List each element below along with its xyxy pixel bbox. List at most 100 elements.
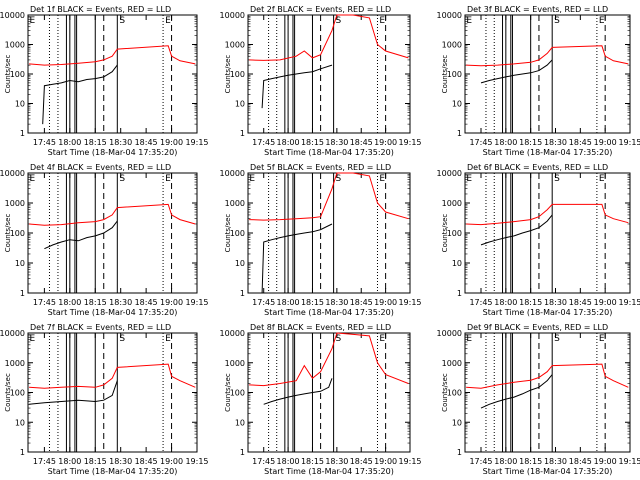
top-marker: S — [554, 16, 560, 26]
top-marker: S — [335, 16, 341, 26]
y-tick-label: 1 — [457, 289, 462, 298]
y-tick-label: 10000 — [437, 169, 462, 178]
y-tick-label: 100 — [230, 70, 245, 79]
y-axis-title: Counts/sec — [441, 55, 449, 94]
x-tick-label: 17:45 — [252, 457, 275, 466]
y-tick-label: 10000 — [220, 11, 245, 20]
x-tick-label: 18:45 — [350, 138, 373, 147]
x-tick-label: 18:30 — [544, 457, 567, 466]
x-tick-label: 18:30 — [109, 457, 132, 466]
events-series-line — [261, 223, 333, 294]
top-marker: S — [119, 334, 125, 344]
y-tick-label: 1000 — [442, 41, 462, 50]
y-axis-title: Counts/sec — [224, 373, 232, 412]
x-tick-label: 19:00 — [160, 138, 183, 147]
top-marker: E — [599, 174, 605, 184]
y-tick-label: 10000 — [0, 169, 25, 178]
top-marker: E — [30, 334, 36, 344]
lld-series-line — [249, 172, 409, 221]
y-tick-label: 1000 — [5, 199, 25, 208]
x-axis-title: Start Time (18-Mar-04 17:35:20) — [264, 308, 394, 317]
panel-det-6f: Det 6f BLACK = Events, RED = LLD E S E 1 10 10… — [437, 163, 640, 317]
x-tick-label: 18:00 — [494, 298, 517, 307]
top-marker: S — [554, 334, 560, 344]
y-tick-label: 10 — [452, 418, 462, 427]
y-tick-label: 1000 — [5, 41, 25, 50]
top-marker: E — [599, 16, 605, 26]
y-tick-label: 10000 — [220, 169, 245, 178]
top-marker: S — [554, 174, 560, 184]
x-tick-label: 19:15 — [398, 138, 421, 147]
top-marker: E — [30, 16, 36, 26]
y-axis-title: Counts/sec — [4, 55, 12, 94]
y-tick-label: 1000 — [225, 359, 245, 368]
x-axis-title: Start Time (18-Mar-04 17:35:20) — [264, 148, 394, 157]
top-marker: E — [466, 16, 472, 26]
x-tick-label: 18:15 — [519, 138, 542, 147]
x-tick-label: 18:30 — [544, 138, 567, 147]
x-tick-label: 19:00 — [374, 298, 397, 307]
y-tick-label: 10 — [235, 259, 245, 268]
x-tick-label: 18:15 — [519, 457, 542, 466]
x-tick-label: 18:00 — [277, 298, 300, 307]
y-tick-label: 10 — [15, 100, 25, 109]
events-series-line — [480, 374, 553, 409]
y-tick-label: 1000 — [442, 359, 462, 368]
panel-title: Det 6f BLACK = Events, RED = LLD — [467, 163, 608, 172]
y-tick-label: 1 — [20, 289, 25, 298]
x-axis-title: Start Time (18-Mar-04 17:35:20) — [264, 467, 394, 476]
y-tick-label: 100 — [10, 389, 25, 398]
events-series-line — [263, 378, 333, 405]
y-axis-title: Counts/sec — [441, 214, 449, 253]
x-tick-label: 18:15 — [84, 457, 107, 466]
lld-series-line — [466, 45, 629, 67]
x-tick-label: 17:45 — [33, 457, 56, 466]
panel-det-4f: Det 4f BLACK = Events, RED = LLD E S E 1 10 10… — [0, 163, 209, 317]
top-marker: S — [119, 16, 125, 26]
x-tick-label: 18:00 — [494, 457, 517, 466]
x-tick-label: 19:00 — [594, 298, 617, 307]
y-axis-title: Counts/sec — [441, 373, 449, 412]
x-tick-label: 18:30 — [109, 298, 132, 307]
lld-series-line — [29, 363, 196, 389]
events-series-line — [480, 59, 553, 84]
y-tick-label: 1000 — [225, 199, 245, 208]
x-tick-label: 18:30 — [109, 138, 132, 147]
y-tick-label: 1 — [457, 129, 462, 138]
x-tick-label: 18:00 — [58, 298, 81, 307]
y-tick-label: 1000 — [5, 359, 25, 368]
top-marker: S — [335, 334, 341, 344]
x-tick-label: 19:15 — [185, 298, 208, 307]
x-tick-label: 18:45 — [135, 457, 158, 466]
y-tick-label: 10000 — [0, 329, 25, 338]
x-tick-label: 17:45 — [469, 138, 492, 147]
y-axis-title: Counts/sec — [4, 373, 12, 412]
y-tick-label: 1000 — [225, 41, 245, 50]
y-tick-label: 10 — [15, 259, 25, 268]
top-marker: E — [466, 174, 472, 184]
y-tick-label: 100 — [447, 389, 462, 398]
x-tick-label: 18:45 — [569, 457, 592, 466]
panel-title: Det 2f BLACK = Events, RED = LLD — [250, 5, 391, 14]
x-tick-label: 19:15 — [618, 138, 640, 147]
panel-det-5f: Det 5f BLACK = Events, RED = LLD E S E 1 10 10… — [220, 163, 422, 317]
lld-series-line — [466, 203, 629, 226]
x-axis-title: Start Time (18-Mar-04 17:35:20) — [48, 308, 178, 317]
x-tick-label: 18:45 — [569, 138, 592, 147]
top-marker: E — [249, 174, 255, 184]
panel-title: Det 4f BLACK = Events, RED = LLD — [30, 163, 171, 172]
x-tick-label: 18:15 — [84, 298, 107, 307]
top-marker: E — [30, 174, 36, 184]
events-series-line — [261, 64, 333, 109]
y-tick-label: 100 — [10, 70, 25, 79]
y-tick-label: 10000 — [437, 11, 462, 20]
x-tick-label: 18:00 — [58, 138, 81, 147]
x-tick-label: 17:45 — [33, 298, 56, 307]
y-tick-label: 10 — [15, 418, 25, 427]
top-marker: E — [165, 334, 171, 344]
x-tick-label: 17:45 — [469, 457, 492, 466]
top-marker: E — [599, 334, 605, 344]
panel-title: Det 8f BLACK = Events, RED = LLD — [250, 323, 391, 332]
x-tick-label: 19:15 — [398, 457, 421, 466]
